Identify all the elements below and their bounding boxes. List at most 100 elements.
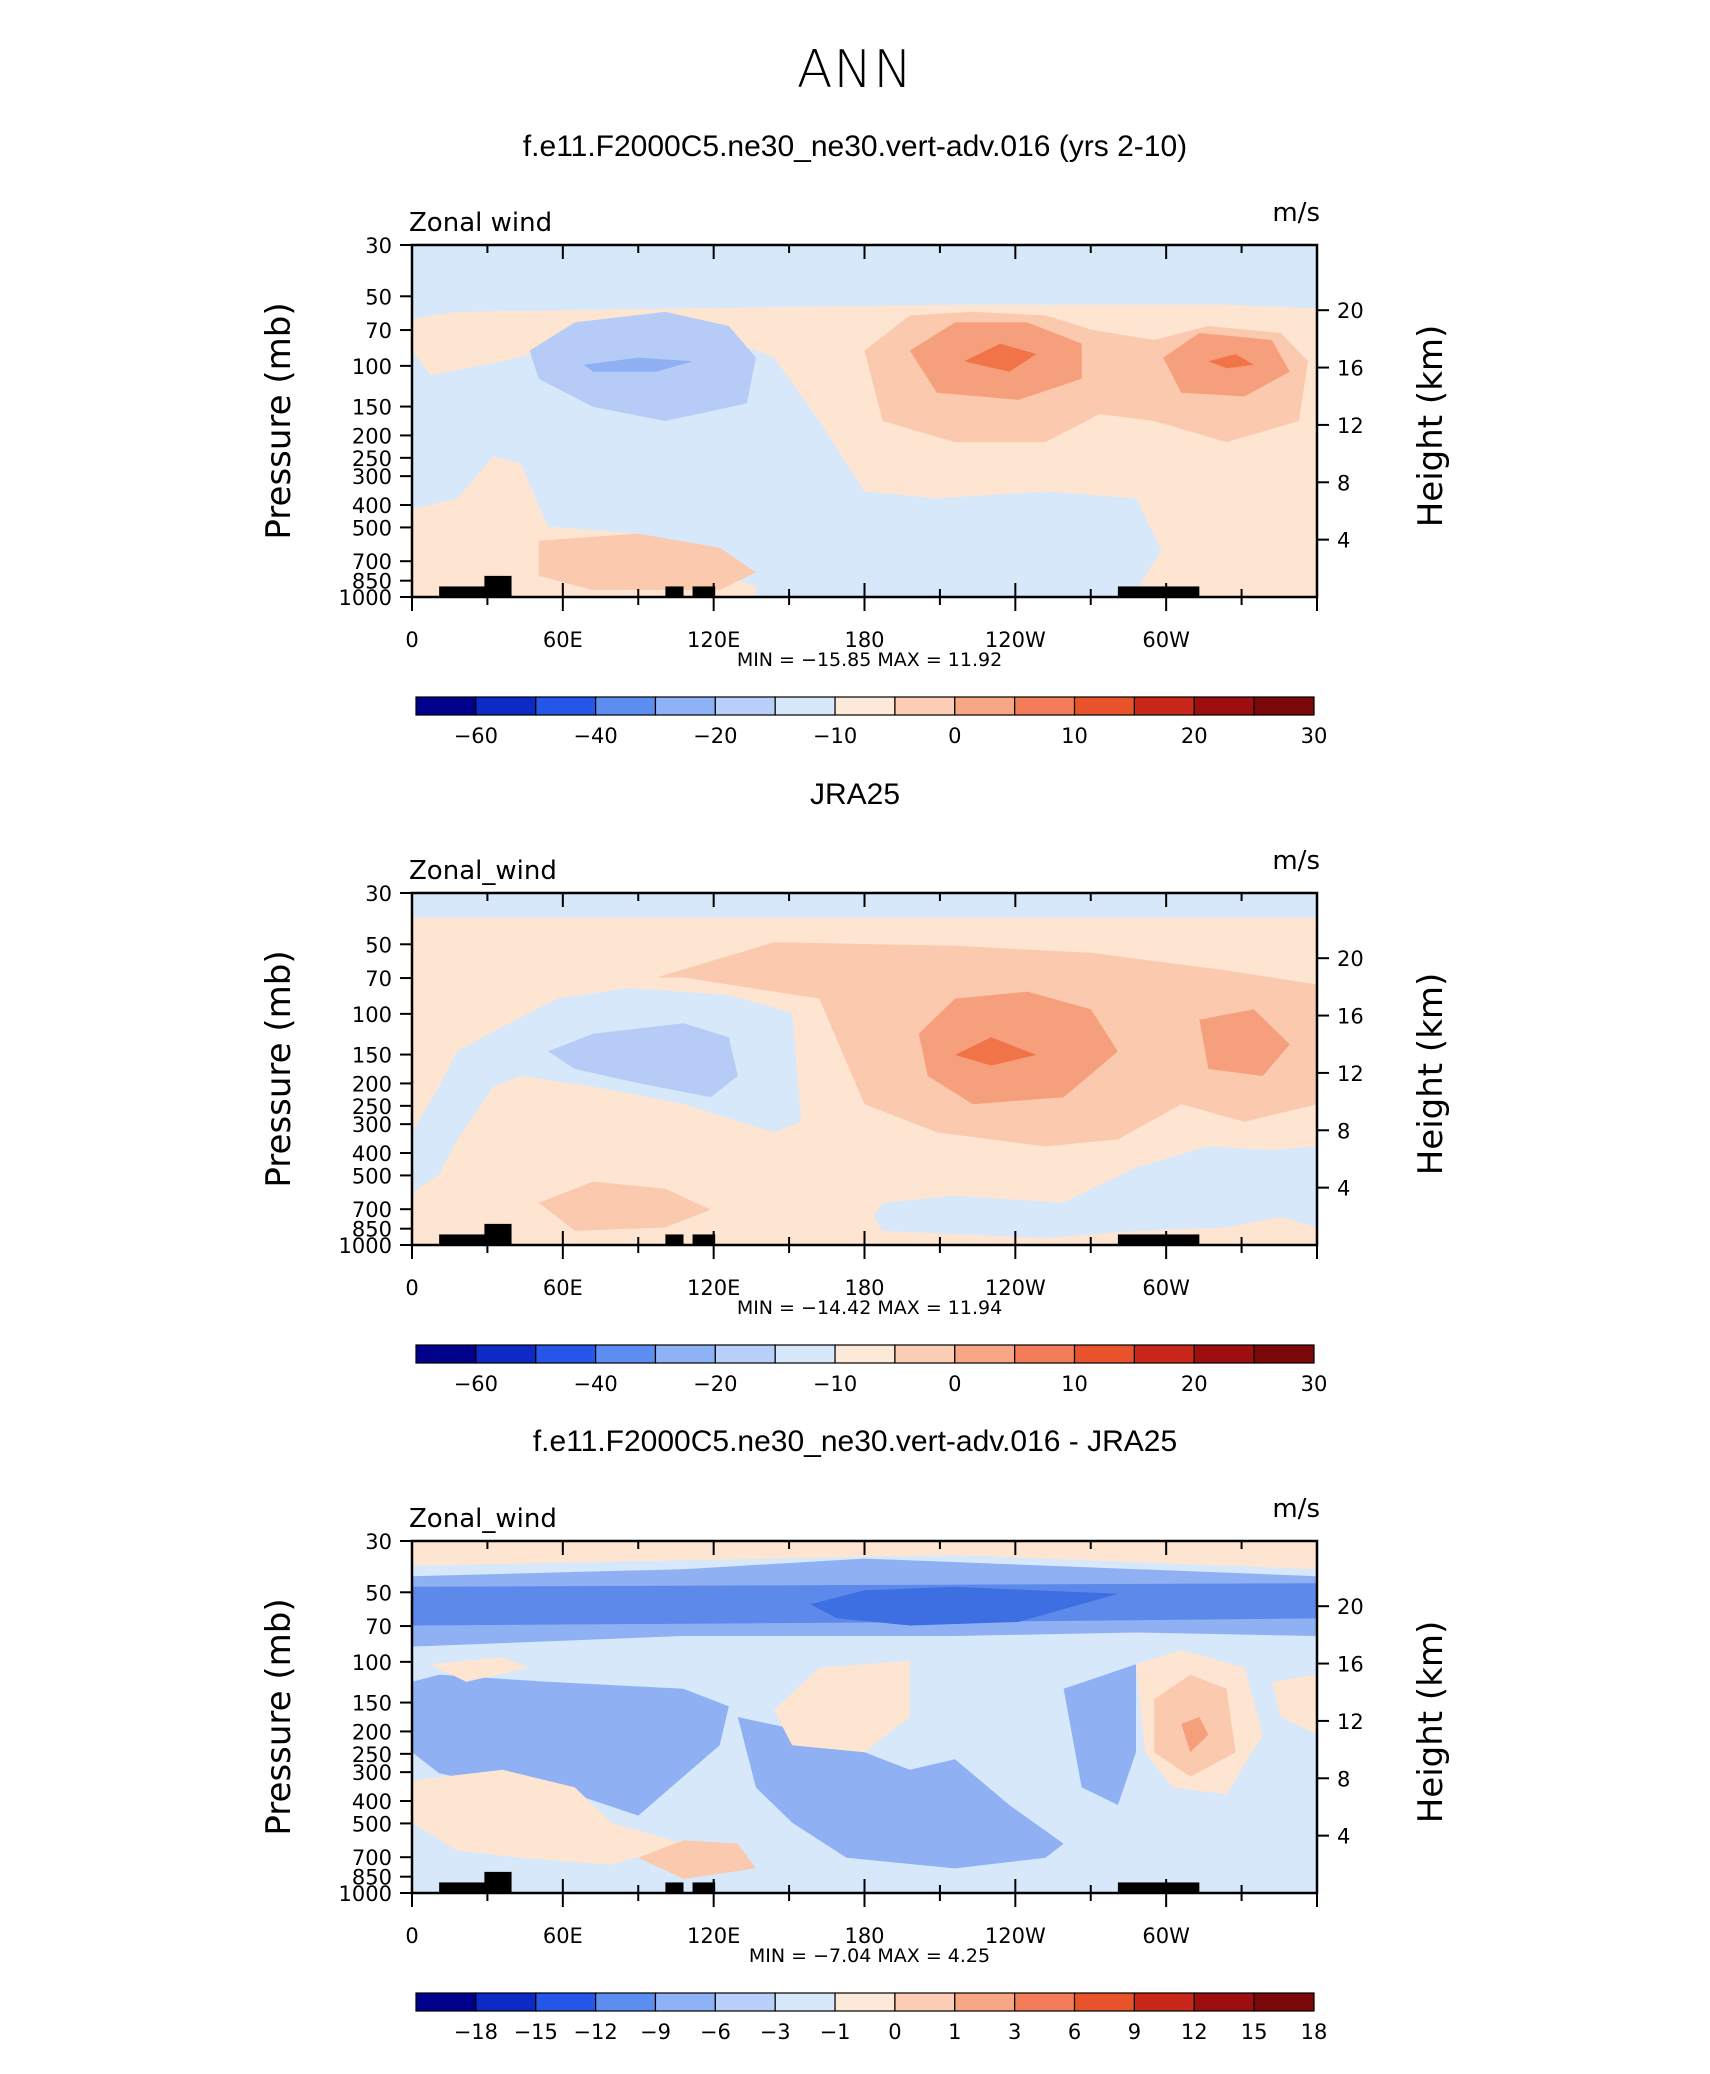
topography-mask <box>439 1882 494 1893</box>
colorbar-box <box>654 696 716 716</box>
y-tick-label: 250 <box>352 447 392 471</box>
colorbar-box <box>774 1992 836 2012</box>
colorbar-box <box>894 1992 956 2012</box>
y-tick-label: 850 <box>352 570 392 594</box>
panel-2-title: JRA25 <box>809 778 901 811</box>
colorbar-box <box>1133 696 1195 716</box>
y-right-tick-label: 16 <box>1337 1005 1364 1029</box>
negative-central <box>737 1717 1064 1869</box>
units-label: m/s <box>1272 198 1320 228</box>
y-tick-label: 1000 <box>339 1234 392 1258</box>
x-tick-label: 60W <box>1142 1276 1190 1300</box>
positive-low-west <box>412 1769 684 1865</box>
colorbar-box <box>1073 696 1135 716</box>
colorbar-label: −15 <box>514 2020 558 2044</box>
y-tick-label: 150 <box>352 1044 392 1068</box>
y-axis-label: Pressure (mb) <box>259 1598 299 1835</box>
colorbar-label: 12 <box>1181 2020 1208 2044</box>
y-tick-label: 30 <box>365 234 392 258</box>
x-tick-label: 60E <box>543 628 583 652</box>
colorbar-label: 3 <box>1008 2020 1021 2044</box>
colorbar-label: −20 <box>693 724 737 748</box>
negative-band-min <box>810 1586 1118 1626</box>
y-tick-label: 200 <box>352 1072 392 1096</box>
colorbar-label: 0 <box>948 1372 961 1396</box>
colorbar-box <box>594 1344 657 1364</box>
colorbar-label: 0 <box>948 724 961 748</box>
easterly-jet <box>547 1023 738 1098</box>
topography-mask <box>692 586 716 597</box>
x-tick-label: 120E <box>687 628 740 652</box>
colorbar-box <box>535 1992 597 2012</box>
x-tick-label: 180 <box>844 628 884 652</box>
colorbar-box <box>415 1992 477 2012</box>
colorbar-label: 20 <box>1181 724 1208 748</box>
colorbar-box <box>1133 1992 1195 2012</box>
colorbar-box <box>415 696 477 716</box>
y-tick-label: 200 <box>352 1720 392 1744</box>
y-right-tick-label: 20 <box>1337 299 1364 323</box>
colorbar-label: −3 <box>760 2020 791 2044</box>
westerly-jet-pacific-core <box>955 1037 1037 1066</box>
colorbar-box <box>475 696 537 716</box>
y-right-tick-label: 4 <box>1337 529 1350 553</box>
colorbar-box <box>1253 696 1315 716</box>
panel-3-axes <box>400 1539 1329 1907</box>
y-tick-label: 250 <box>352 1743 392 1767</box>
colorbar-box <box>535 696 597 716</box>
y-tick-label: 150 <box>352 1692 392 1716</box>
colorbar-label: −18 <box>454 2020 498 2044</box>
colorbar-label: 18 <box>1301 2020 1328 2044</box>
easterly-lower-east <box>873 1146 1317 1238</box>
colorbar-label: −60 <box>454 1372 498 1396</box>
colorbar-label: −20 <box>693 1372 737 1396</box>
x-tick-label: 0 <box>405 628 418 652</box>
colorbar-label: −6 <box>700 2020 731 2044</box>
y-tick-label: 150 <box>352 396 392 420</box>
panel-2-field <box>412 893 1317 1245</box>
colorbar-label: −40 <box>573 1372 617 1396</box>
colorbar-box <box>1073 1992 1135 2012</box>
y-right-tick-label: 8 <box>1337 471 1350 495</box>
colorbar-label: 15 <box>1241 2020 1268 2044</box>
topography-mask <box>1117 1234 1200 1245</box>
x-tick-label: 60E <box>543 1924 583 1948</box>
colorbar-label: 30 <box>1301 1372 1328 1396</box>
y-right-tick-label: 4 <box>1337 1177 1350 1201</box>
variable-label: Zonal_wind <box>409 1504 557 1534</box>
y-tick-label: 400 <box>352 494 392 518</box>
y-right-axis-label: Height (km) <box>1411 325 1451 528</box>
y-tick-label: 30 <box>365 882 392 906</box>
figure-title: ANN <box>796 40 914 100</box>
positive-south-america-core <box>1181 1717 1209 1753</box>
colorbar-label: 10 <box>1061 724 1088 748</box>
y-tick-label: 500 <box>352 1164 392 1188</box>
y-tick-label: 700 <box>352 1846 392 1870</box>
y-tick-label: 500 <box>352 516 392 540</box>
y-right-tick-label: 12 <box>1337 1710 1364 1734</box>
colorbar-label: −10 <box>813 1372 857 1396</box>
y-tick-label: 70 <box>365 967 392 991</box>
units-label: m/s <box>1272 1494 1320 1524</box>
panel-2-colorbar <box>415 1344 1315 1364</box>
westerly-low-west <box>538 1181 711 1231</box>
colorbar-box <box>834 1344 896 1364</box>
units-label: m/s <box>1272 846 1320 876</box>
variable-label: Zonal wind <box>409 208 552 238</box>
min-max-stats: MIN = −7.04 MAX = 4.25 <box>749 1945 990 1967</box>
colorbar-box <box>954 1992 1016 2012</box>
colorbar-label: 6 <box>1068 2020 1081 2044</box>
panel-1-colorbar <box>415 696 1315 716</box>
positive-low-west-core <box>638 1840 756 1879</box>
colorbar-label: −60 <box>454 724 498 748</box>
colorbar-box <box>1193 1992 1255 2012</box>
westerly-low-east <box>1136 498 1317 597</box>
panel-1-axes <box>400 243 1329 611</box>
colorbar-box <box>774 1344 836 1364</box>
y-tick-label: 400 <box>352 1142 392 1166</box>
x-tick-label: 60W <box>1142 1924 1190 1948</box>
colorbar-box <box>415 1344 477 1364</box>
easterly-jet-core <box>584 357 693 372</box>
colorbar-box <box>834 696 896 716</box>
westerly-jet-atlantic-core <box>1208 354 1254 369</box>
